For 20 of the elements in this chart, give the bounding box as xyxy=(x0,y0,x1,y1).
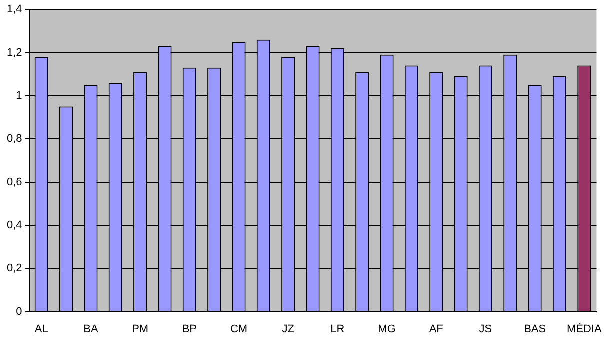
x-tick-label: MG xyxy=(378,323,396,336)
y-tick-label: 0,8 xyxy=(6,133,22,146)
x-tick-label: JZ xyxy=(282,323,295,336)
x-tick-label: JS xyxy=(479,323,492,336)
x-tick-label: AF xyxy=(429,323,444,336)
x-tick-label: BA xyxy=(84,323,99,336)
x-tick-label: AL xyxy=(34,323,48,336)
x-tick-label: CM xyxy=(230,323,248,336)
y-tick-label: 1,4 xyxy=(6,4,22,16)
y-tick-label: 0,6 xyxy=(6,176,22,188)
x-tick-label: LR xyxy=(330,323,345,336)
y-tick-label: 0,2 xyxy=(6,262,22,275)
x-tick-label: BAS xyxy=(524,323,546,336)
x-tick-label: MÉDIA xyxy=(566,322,602,336)
y-tick-label: 1 xyxy=(16,90,22,102)
x-tick-label: BP xyxy=(182,323,197,336)
y-tick-label: 0,4 xyxy=(6,219,22,232)
x-tick-label: PM xyxy=(132,323,149,336)
y-tick-label: 0 xyxy=(16,306,22,318)
y-tick-label: 1,2 xyxy=(6,46,22,59)
